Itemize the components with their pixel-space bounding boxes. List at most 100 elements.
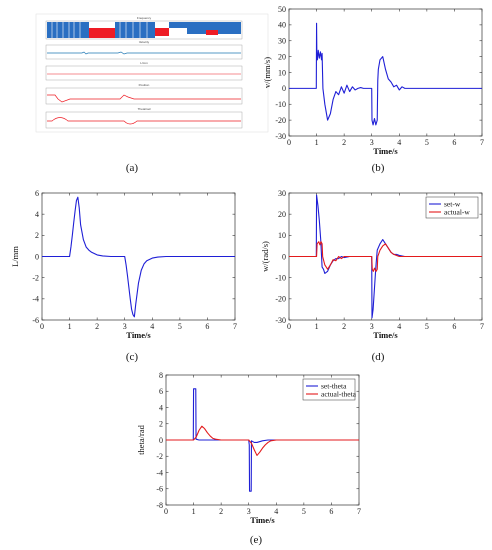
y-tick-label: -4	[32, 295, 39, 304]
panel-a-strip-title: Frequency	[137, 16, 152, 20]
panel-a-block	[187, 22, 241, 34]
y-tick-label: 2	[35, 231, 39, 240]
y-tick-label: -6	[32, 316, 39, 325]
panel-a-block	[206, 30, 218, 35]
y-tick-label: -10	[275, 273, 286, 282]
chart-d: 0 1 2 3 4 5 6 7 -30 -20 -10 0 10 20 30 Time/s w/(rad/s) s…	[260, 189, 484, 340]
y-tick-label: -2	[156, 452, 163, 461]
legend-box	[302, 378, 356, 401]
x-tick-label: 2	[342, 138, 346, 147]
x-tick-label: 7	[480, 138, 484, 147]
panel-a-strip-title: Velocity	[139, 40, 150, 44]
legend-label: actual-theta	[321, 390, 357, 399]
series-line-b-0	[289, 22, 482, 126]
y-tick-label: 0	[282, 252, 286, 261]
x-tick-label: 6	[329, 507, 333, 516]
caption-e: (e)	[250, 534, 263, 546]
x-tick-label: 1	[315, 322, 319, 331]
y-tick-label: 20	[278, 52, 286, 61]
panel-a-strip-5-line	[47, 117, 241, 125]
panel-a-strip-title: Position	[139, 83, 150, 87]
y-tick-label: 10	[278, 231, 286, 240]
panel-a-strip-4-frame	[45, 87, 243, 105]
x-tick-label: 4	[150, 322, 154, 331]
panel-a-strip-2-frame	[45, 44, 243, 60]
panel-a: Frequency Velocity L/mm Position Theta/r…	[35, 13, 269, 133]
x-tick-label: 3	[123, 322, 127, 331]
panel-a-strip-2-line	[47, 51, 241, 55]
y-tick-label: 4	[35, 210, 39, 219]
y-axis-label: L/mm	[10, 246, 20, 267]
panel-a-stripes	[51, 22, 148, 38]
x-tick-label: 6	[452, 138, 456, 147]
series-line-actual-theta	[166, 425, 359, 456]
y-tick-label: -30	[275, 316, 286, 325]
x-tick-label: 7	[480, 322, 484, 331]
x-tick-label: 4	[274, 507, 278, 516]
y-tick-label: -6	[156, 485, 163, 494]
y-tick-label: -20	[275, 295, 286, 304]
panel-a-strip-title: Theta/rad	[138, 107, 151, 111]
x-axis-label: Time/s	[250, 515, 275, 525]
plot-area	[288, 8, 483, 137]
y-tick-label: -4	[156, 468, 163, 477]
x-tick-label: 0	[287, 138, 291, 147]
x-tick-label: 5	[178, 322, 182, 331]
y-axis-label: v/(mm/s)	[262, 57, 272, 88]
x-tick-label: 7	[357, 507, 361, 516]
y-tick-label: 50	[278, 5, 286, 14]
y-tick-label: -8	[156, 501, 163, 510]
y-tick-label: 0	[159, 436, 163, 445]
caption-b: (b)	[372, 162, 385, 174]
x-tick-label: 2	[219, 507, 223, 516]
panel-a-block	[47, 22, 89, 38]
legend-label: actual-w	[444, 208, 470, 217]
x-tick-label: 4	[397, 138, 401, 147]
caption-d: (d)	[372, 351, 385, 363]
y-tick-label: 30	[278, 37, 286, 46]
panel-a-block	[89, 28, 115, 38]
y-tick-label: -10	[275, 100, 286, 109]
x-axis-label: Time/s	[373, 330, 398, 340]
chart-c: 0 1 2 3 4 5 6 7 -6 -4 -2 0 2 4 6 Time/s L/mm	[10, 189, 237, 340]
y-tick-label: 20	[278, 210, 286, 219]
x-axis-label: Time/s	[373, 146, 398, 156]
chart-b: 0 1 2 3 4 5 6 7 -30 -20 -10 0 10 20 30 40 50 Time/s v/(mm/…	[262, 5, 484, 156]
x-tick-label: 2	[342, 322, 346, 331]
legend-label: set-theta	[321, 382, 347, 391]
x-tick-label: 1	[315, 138, 319, 147]
x-tick-label: 0	[164, 507, 168, 516]
x-axis-label: Time/s	[126, 330, 151, 340]
y-axis-label: theta/rad	[136, 424, 146, 454]
x-tick-label: 3	[370, 138, 374, 147]
y-axis-label: w/(rad/s)	[260, 241, 270, 272]
x-tick-label: 5	[425, 138, 429, 147]
series-line-actual-w	[289, 241, 482, 272]
y-tick-label: 10	[278, 68, 286, 77]
y-tick-label: 40	[278, 21, 286, 30]
series-line-c-0	[42, 196, 235, 318]
x-tick-label: 5	[302, 507, 306, 516]
y-tick-label: 0	[282, 84, 286, 93]
y-tick-label: 8	[159, 371, 163, 380]
x-tick-label: 2	[95, 322, 99, 331]
x-tick-label: 6	[205, 322, 209, 331]
panel-a-block	[169, 22, 187, 28]
legend-box	[425, 196, 479, 219]
x-tick-label: 6	[452, 322, 456, 331]
x-tick-label: 3	[247, 507, 251, 516]
x-tick-label: 1	[192, 507, 196, 516]
y-tick-label: 4	[159, 403, 163, 412]
panel-a-strip-4-line	[47, 94, 241, 103]
panel-a-strip-title: L/mm	[140, 61, 148, 65]
y-tick-label: -2	[32, 273, 39, 282]
x-tick-label: 5	[425, 322, 429, 331]
x-tick-label: 0	[287, 322, 291, 331]
y-tick-label: 30	[278, 189, 286, 198]
chart-e: 0 1 2 3 4 5 6 7 -8 -6 -4 -2 0 2 4 6 8 Time/s theta/rad set-…	[136, 371, 361, 525]
y-tick-label: -20	[275, 116, 286, 125]
y-tick-label: 2	[159, 420, 163, 429]
x-tick-label: 3	[370, 322, 374, 331]
x-tick-label: 7	[233, 322, 237, 331]
